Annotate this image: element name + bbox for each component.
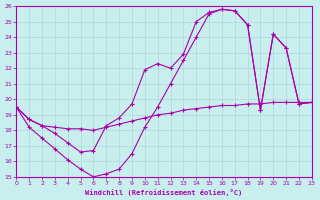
X-axis label: Windchill (Refroidissement éolien,°C): Windchill (Refroidissement éolien,°C)	[85, 189, 243, 196]
